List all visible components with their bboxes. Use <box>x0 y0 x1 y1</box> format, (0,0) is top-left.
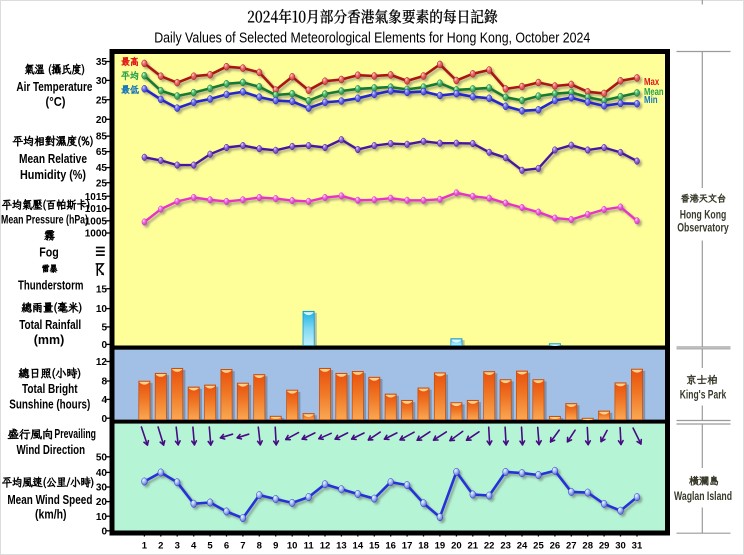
svg-text:Total Rainfall: Total Rainfall <box>19 318 81 332</box>
svg-text:50: 50 <box>96 452 108 463</box>
svg-text:(°C): (°C) <box>46 95 66 109</box>
svg-text:28: 28 <box>582 540 593 551</box>
svg-text:0: 0 <box>101 414 107 425</box>
svg-text:Thunderstorm: Thunderstorm <box>18 279 84 293</box>
svg-text:Sunshine (hours): Sunshine (hours) <box>9 398 90 412</box>
svg-text:Mean Wind Speed: Mean Wind Speed <box>7 493 92 507</box>
svg-text:35: 35 <box>96 57 108 68</box>
svg-text:1010: 1010 <box>85 204 108 215</box>
svg-text:(mm): (mm) <box>34 333 65 347</box>
svg-text:25: 25 <box>96 178 108 189</box>
svg-text:17: 17 <box>402 540 413 551</box>
svg-text:Total Bright: Total Bright <box>22 382 78 396</box>
svg-text:3: 3 <box>175 540 180 551</box>
svg-text:Prevailing: Prevailing <box>54 427 96 441</box>
svg-text:22: 22 <box>484 540 495 551</box>
svg-text:Hong Kong: Hong Kong <box>680 209 727 221</box>
svg-text:4: 4 <box>191 540 197 551</box>
svg-text:Fog: Fog <box>39 246 59 260</box>
svg-text:15: 15 <box>96 284 108 295</box>
svg-text:29: 29 <box>599 540 610 551</box>
svg-text:Mean Relative: Mean Relative <box>19 152 87 166</box>
svg-text:5: 5 <box>101 323 107 334</box>
svg-text:4: 4 <box>101 395 107 406</box>
svg-text:24: 24 <box>517 540 528 551</box>
svg-text:11: 11 <box>304 540 315 551</box>
svg-text:King's Park: King's Park <box>680 389 727 401</box>
svg-text:25: 25 <box>96 95 108 106</box>
svg-text:8: 8 <box>257 540 262 551</box>
svg-text:12: 12 <box>320 540 331 551</box>
svg-text:14: 14 <box>353 540 364 551</box>
svg-text:20: 20 <box>96 497 108 508</box>
svg-text:Min: Min <box>644 95 658 106</box>
svg-text:5: 5 <box>207 540 213 551</box>
svg-text:26: 26 <box>550 540 561 551</box>
svg-text:6: 6 <box>224 540 229 551</box>
svg-text:40: 40 <box>96 468 108 479</box>
svg-text:7: 7 <box>240 540 245 551</box>
svg-text:10: 10 <box>287 540 298 551</box>
svg-text:1015: 1015 <box>85 192 108 203</box>
svg-text:27: 27 <box>566 540 577 551</box>
svg-text:Waglan Island: Waglan Island <box>674 491 732 503</box>
svg-text:Max: Max <box>644 77 660 88</box>
svg-text:1: 1 <box>142 540 148 551</box>
svg-text:12: 12 <box>96 357 108 368</box>
svg-text:9: 9 <box>273 540 278 551</box>
svg-text:Air Temperature: Air Temperature <box>16 80 92 94</box>
svg-text:21: 21 <box>467 540 478 551</box>
svg-text:45: 45 <box>96 163 108 174</box>
svg-text:8: 8 <box>101 377 107 388</box>
svg-text:Wind Direction: Wind Direction <box>17 443 86 457</box>
svg-text:23: 23 <box>500 540 511 551</box>
svg-text:20: 20 <box>451 540 462 551</box>
svg-text:10: 10 <box>96 512 108 523</box>
svg-text:13: 13 <box>336 540 347 551</box>
svg-text:(km/h): (km/h) <box>35 508 67 522</box>
svg-text:Observatory: Observatory <box>677 222 729 234</box>
svg-text:30: 30 <box>96 76 108 87</box>
svg-text:31: 31 <box>632 540 643 551</box>
svg-text:85: 85 <box>96 132 108 143</box>
svg-text:Mean Pressure (hPa): Mean Pressure (hPa) <box>1 214 88 226</box>
svg-text:18: 18 <box>418 540 429 551</box>
svg-text:20: 20 <box>96 115 108 126</box>
svg-text:30: 30 <box>96 483 108 494</box>
svg-text:65: 65 <box>96 147 108 158</box>
svg-text:25: 25 <box>533 540 544 551</box>
svg-text:2: 2 <box>158 540 163 551</box>
svg-text:10: 10 <box>96 304 108 315</box>
svg-text:30: 30 <box>615 540 626 551</box>
svg-text:16: 16 <box>385 540 396 551</box>
svg-text:Humidity (%): Humidity (%) <box>20 168 86 182</box>
svg-text:1000: 1000 <box>85 229 108 240</box>
svg-text:0: 0 <box>101 340 107 351</box>
svg-text:Mean: Mean <box>644 87 664 98</box>
svg-text:1005: 1005 <box>85 216 108 227</box>
svg-text:15: 15 <box>369 540 380 551</box>
svg-text:Daily Values of Selected Meteo: Daily Values of Selected Meteorological … <box>154 30 590 47</box>
svg-text:19: 19 <box>435 540 446 551</box>
svg-text:0: 0 <box>101 526 107 537</box>
